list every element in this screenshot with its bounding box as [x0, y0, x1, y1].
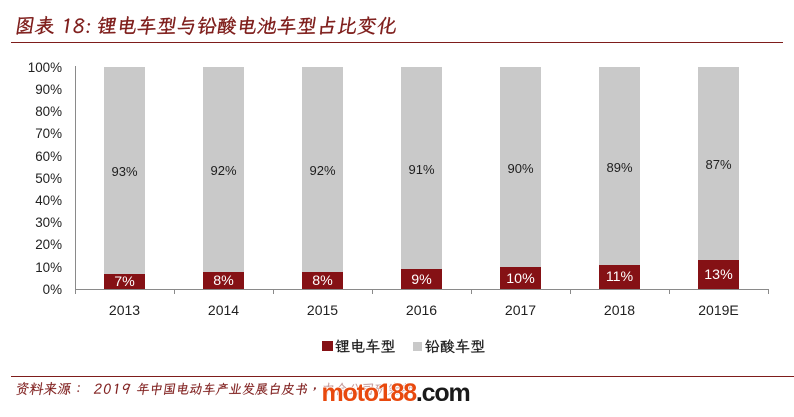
svg-text:moto188.com: moto188.com — [322, 379, 470, 407]
